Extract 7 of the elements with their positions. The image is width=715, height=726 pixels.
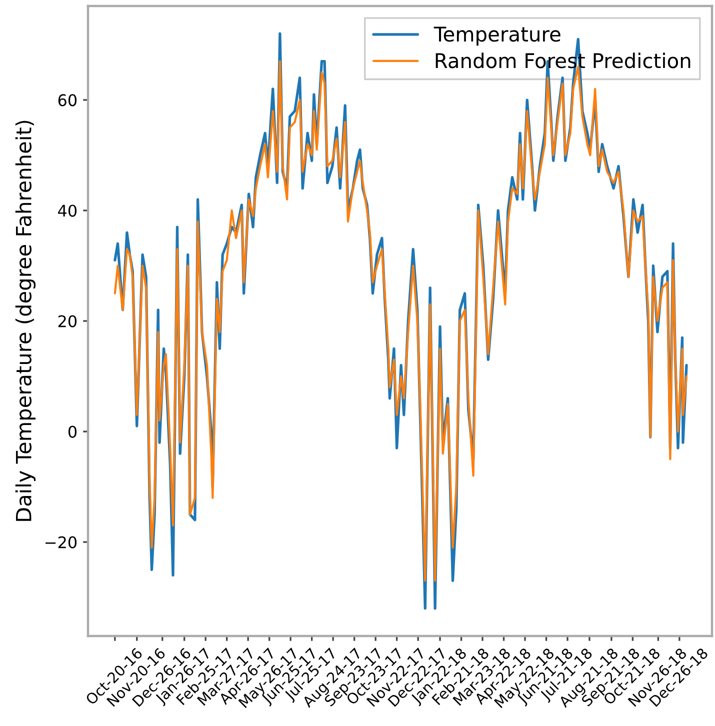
y-tick-label: 20	[58, 315, 77, 328]
y-axis-title: Daily Temperature (degree Fahrenheit)	[15, 120, 36, 521]
y-tick-label: 40	[58, 204, 77, 217]
y-tick-label: 0	[68, 426, 77, 438]
y-tick-label: −20	[46, 536, 77, 548]
legend-label: Temperature	[434, 26, 560, 46]
y-tick-label: 60	[58, 94, 77, 106]
